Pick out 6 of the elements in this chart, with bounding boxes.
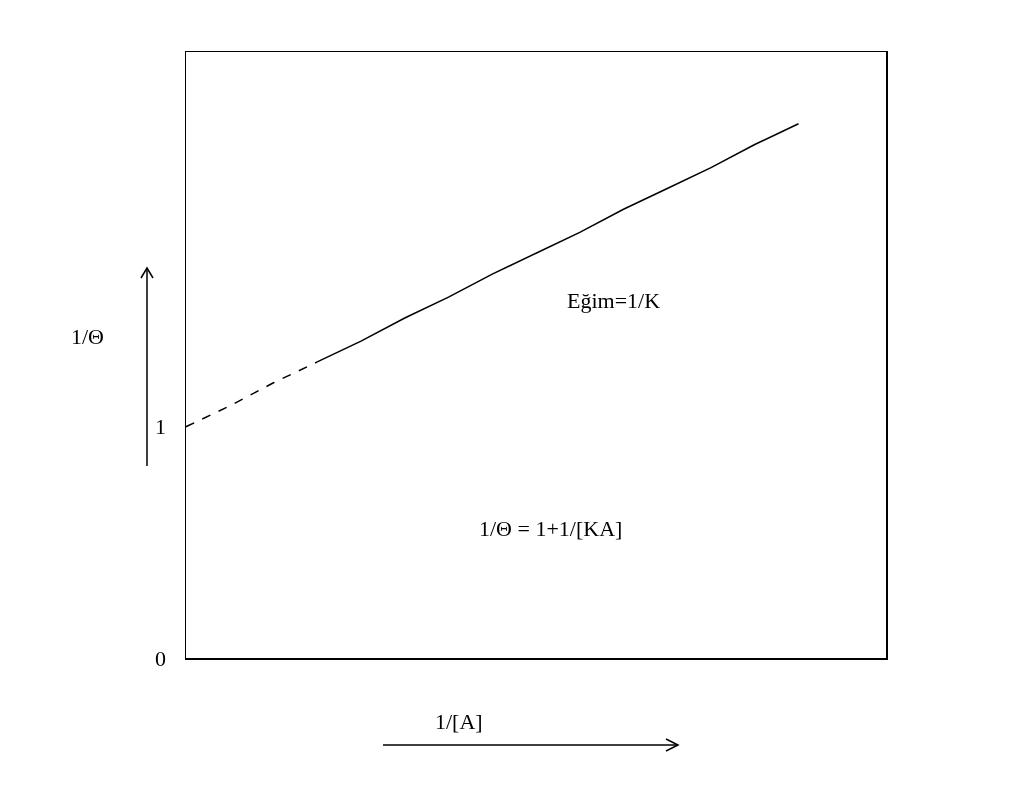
y-axis-title: 1/Θ: [71, 324, 104, 349]
x-axis-title: 1/[A]: [435, 709, 483, 734]
annotation: 1/Θ = 1+1/[KA]: [479, 516, 623, 541]
annotation: Eğim=1/K: [567, 288, 661, 313]
y-tick-label: 0: [155, 645, 167, 671]
y-tick-label: 1: [155, 414, 167, 440]
